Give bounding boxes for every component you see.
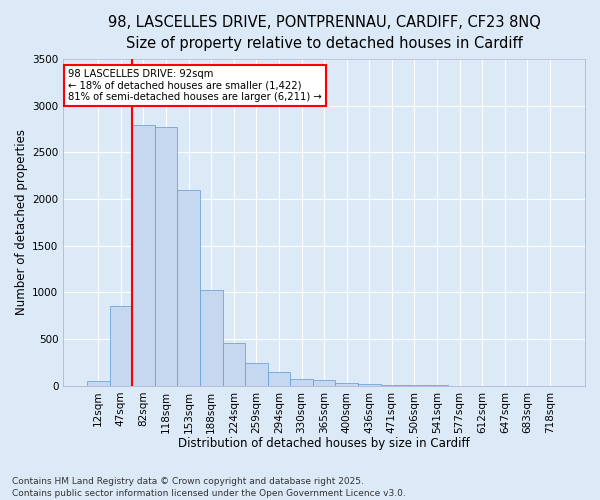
Bar [268,372,290,386]
Bar [110,306,132,386]
Bar [380,384,403,386]
Bar [335,382,358,386]
Bar [290,379,313,386]
Text: Contains HM Land Registry data © Crown copyright and database right 2025.
Contai: Contains HM Land Registry data © Crown c… [12,476,406,498]
Bar [178,190,200,386]
Title: 98, LASCELLES DRIVE, PONTPRENNAU, CARDIFF, CF23 8NQ
Size of property relative to: 98, LASCELLES DRIVE, PONTPRENNAU, CARDIF… [108,15,541,51]
Bar [245,362,268,386]
Bar [200,290,223,386]
Text: 98 LASCELLES DRIVE: 92sqm
← 18% of detached houses are smaller (1,422)
81% of se: 98 LASCELLES DRIVE: 92sqm ← 18% of detac… [68,69,322,102]
Bar [313,380,335,386]
Bar [87,380,110,386]
Bar [358,384,380,386]
X-axis label: Distribution of detached houses by size in Cardiff: Distribution of detached houses by size … [178,437,470,450]
Bar [223,344,245,386]
Y-axis label: Number of detached properties: Number of detached properties [15,130,28,316]
Bar [155,128,178,386]
Bar [132,126,155,386]
